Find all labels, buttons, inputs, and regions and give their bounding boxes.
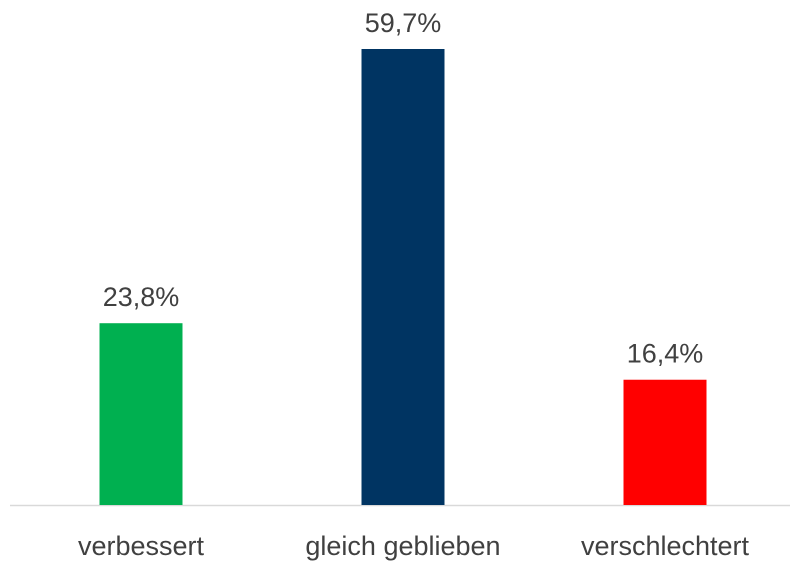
x-tick-label: gleich geblieben — [305, 531, 500, 561]
x-tick-label: verschlechtert — [581, 531, 750, 561]
x-tick-label: verbessert — [78, 531, 205, 561]
value-label: 16,4% — [627, 339, 704, 369]
bar — [361, 49, 445, 505]
value-label: 59,7% — [365, 8, 442, 38]
bar — [99, 323, 183, 505]
bar — [623, 379, 707, 505]
value-label: 23,8% — [103, 282, 180, 312]
